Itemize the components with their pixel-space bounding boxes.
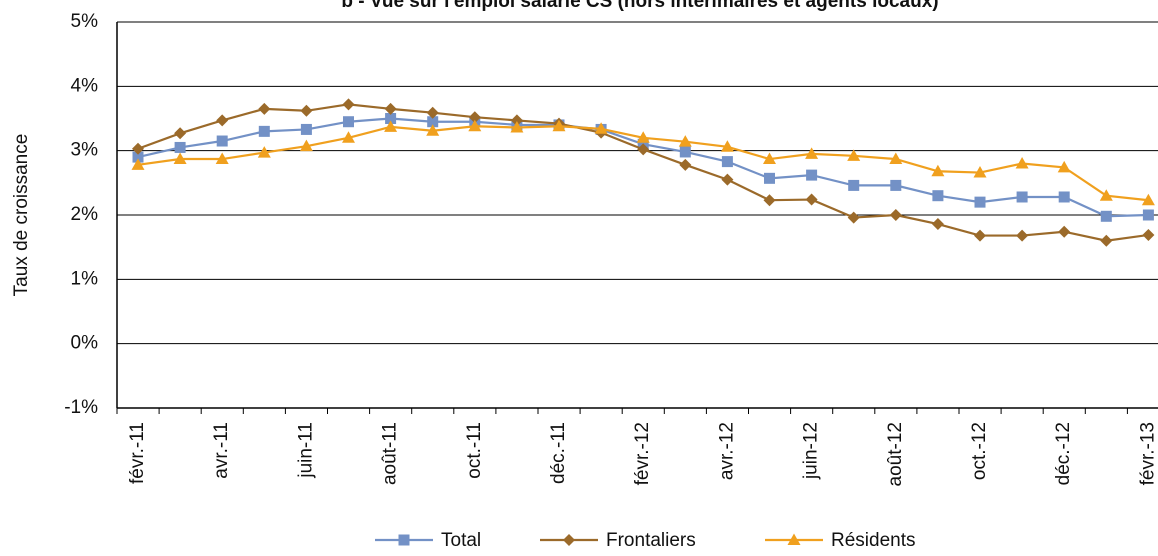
data-point <box>637 143 650 156</box>
data-point <box>510 121 524 133</box>
x-tick-label: déc.-12 <box>1053 422 1074 485</box>
data-point <box>173 152 187 165</box>
data-point <box>426 106 439 119</box>
data-point <box>300 123 312 135</box>
data-point <box>848 179 860 191</box>
data-point <box>763 194 776 207</box>
x-tick-label: oct.-12 <box>969 422 990 480</box>
data-point <box>426 124 440 136</box>
data-point <box>1142 209 1154 221</box>
data-point <box>342 98 355 111</box>
data-point <box>468 111 481 124</box>
data-point <box>1099 189 1113 201</box>
data-point <box>974 196 986 208</box>
x-tick-label: févr.-12 <box>632 422 653 485</box>
x-tick-label: févr.-11 <box>127 422 148 484</box>
data-point <box>679 146 691 158</box>
data-point <box>721 156 733 168</box>
x-tick-label: févr.-13 <box>1137 422 1158 485</box>
x-tick-label: avr.-12 <box>716 422 737 480</box>
data-point <box>174 127 187 140</box>
data-point <box>215 152 229 165</box>
data-point <box>805 147 819 159</box>
data-point <box>932 190 944 202</box>
data-point <box>385 113 397 124</box>
data-point <box>468 119 482 132</box>
chart-title: b - Vue sur l'emploi salarié CS (hors in… <box>341 0 938 12</box>
data-point <box>720 140 734 152</box>
data-point <box>216 114 229 127</box>
data-point <box>890 179 902 191</box>
y-axis-label: Taux de croissance <box>11 134 32 297</box>
data-point <box>1100 210 1112 222</box>
data-point <box>889 152 903 165</box>
x-tick-label: déc.-11 <box>548 422 569 484</box>
data-point <box>552 119 566 132</box>
data-point <box>806 169 818 181</box>
data-point <box>1141 193 1155 206</box>
legend-label: Total <box>441 530 481 551</box>
data-point <box>636 131 650 143</box>
x-tick-label: juin-11 <box>295 422 316 479</box>
data-point <box>510 114 523 127</box>
data-point <box>974 229 986 242</box>
data-point <box>1015 157 1029 169</box>
y-tick-label: 0% <box>71 333 99 354</box>
x-tick-label: avr.-11 <box>211 422 232 479</box>
data-point <box>174 141 186 153</box>
y-tick-label: -1% <box>64 397 98 418</box>
legend-marker <box>398 534 410 546</box>
data-point <box>1057 160 1071 173</box>
data-point <box>764 172 775 184</box>
data-point <box>132 151 144 163</box>
data-point <box>343 116 354 128</box>
x-tick-label: oct.-11 <box>464 422 485 479</box>
data-point <box>1100 234 1113 247</box>
data-point <box>299 139 313 152</box>
legend-label: Frontaliers <box>606 530 696 551</box>
data-point <box>679 158 692 171</box>
data-point <box>805 193 818 206</box>
legend-marker <box>563 534 575 546</box>
data-point <box>1016 229 1029 242</box>
data-point <box>257 146 271 158</box>
data-point <box>342 131 355 143</box>
x-tick-label: août-11 <box>380 422 401 485</box>
y-tick-label: 1% <box>71 268 99 289</box>
data-point <box>384 120 398 132</box>
data-point <box>384 102 397 115</box>
data-point <box>132 142 144 155</box>
x-tick-label: août-12 <box>885 422 906 486</box>
data-point <box>721 173 734 186</box>
data-point <box>847 211 860 224</box>
y-tick-label: 4% <box>71 75 99 96</box>
y-tick-label: 2% <box>71 204 99 225</box>
data-point <box>678 135 692 147</box>
data-point <box>427 116 439 128</box>
x-tick-label: juin-12 <box>801 422 822 480</box>
data-point <box>847 149 861 161</box>
data-point <box>300 104 313 117</box>
data-point <box>1058 191 1070 203</box>
data-point <box>1058 225 1071 238</box>
data-point <box>258 102 271 115</box>
data-point <box>258 125 270 137</box>
data-point <box>931 164 945 177</box>
data-point <box>973 166 987 178</box>
y-tick-label: 3% <box>71 140 99 161</box>
data-point <box>889 209 902 221</box>
data-point <box>594 122 608 134</box>
data-point <box>1142 228 1155 241</box>
data-point <box>931 218 944 231</box>
data-point <box>1016 191 1028 203</box>
legend-marker <box>787 533 801 545</box>
series-line <box>137 103 1149 242</box>
y-tick-label: 5% <box>71 11 99 32</box>
data-point <box>131 158 145 170</box>
legend-label: Résidents <box>831 530 916 551</box>
data-point <box>763 152 776 165</box>
data-point <box>216 135 228 147</box>
